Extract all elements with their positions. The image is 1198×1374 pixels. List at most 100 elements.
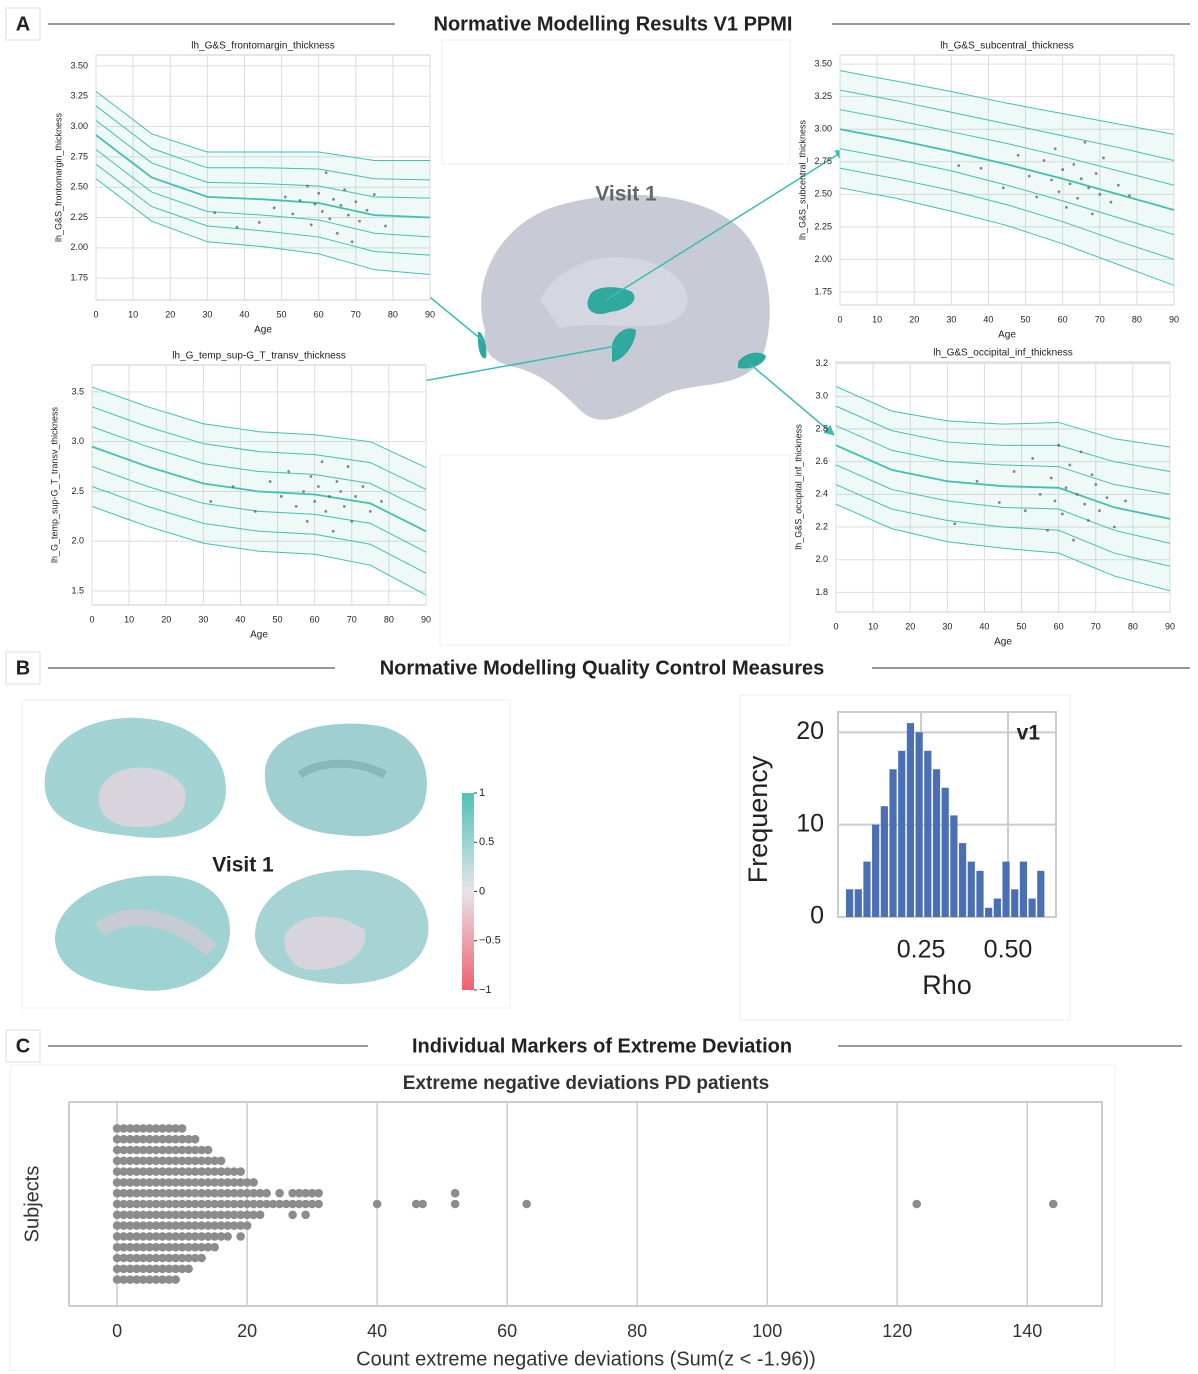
centile-band [836,406,1170,495]
panel-letter: C [16,1035,30,1057]
subject-dot [171,1124,180,1133]
data-point [1112,525,1116,529]
subject-dot [184,1134,193,1144]
subject-dot [203,1210,213,1220]
subject-dot [255,1188,265,1198]
subject-dot [197,1210,206,1220]
subject-dot [249,1178,258,1187]
subject-dot [112,1134,122,1144]
x-axis-label: Rho [922,970,972,1000]
subject-dot [288,1199,297,1209]
brain-core [284,916,366,970]
letter-box [5,7,41,41]
bar [1002,861,1010,917]
highlight-region [587,287,635,315]
subject-dot [132,1167,141,1176]
subject-dot [236,1167,245,1176]
subject-dot [203,1221,213,1230]
subject-dot [119,1134,128,1144]
data-point [335,480,339,483]
centile-line [91,406,427,490]
data-point [1068,182,1072,186]
x-tick-label: 40 [235,614,245,624]
subject-dot [249,1188,258,1198]
data-point [1083,502,1087,506]
subject-dot [184,1210,193,1220]
data-point [1038,492,1042,496]
centile-line [95,149,431,238]
subject-dot [177,1145,187,1155]
subject-dot [190,1199,200,1209]
y-axis-label: lh_G&S_occipital_inf_thickness [793,424,803,550]
subject-dot [177,1264,187,1274]
y-tick-label: 2.00 [814,254,832,264]
subject-dot [132,1178,141,1187]
centile-line [835,444,1171,520]
centile-line [839,167,1175,260]
subject-dot [171,1134,180,1144]
data-point [331,529,335,533]
subject-dot [216,1199,226,1209]
subject-dot [203,1199,213,1209]
centile-line [91,466,427,553]
subject-dot [184,1242,193,1252]
subject-dot [151,1124,161,1133]
data-point [1083,140,1087,144]
data-point [1086,519,1090,522]
centile-line [91,445,427,533]
centile-line [839,187,1175,286]
data-point [1105,496,1109,500]
data-point [309,475,313,478]
data-point [1109,200,1113,204]
subject-dot [112,1156,122,1166]
y-tick-label: 2.50 [70,182,88,192]
bar [924,750,932,917]
subject-dot [138,1253,148,1263]
centile-band [840,90,1174,186]
x-tick-label: 10 [124,614,134,624]
subject-dot [171,1210,180,1220]
subject-dot [229,1167,239,1176]
data-point [339,203,343,207]
subject-dot [119,1242,128,1252]
centile-line [95,163,431,256]
subject-dot [255,1199,265,1209]
x-tick-label: 50 [273,614,283,624]
subject-dot [177,1253,187,1263]
subject-dot [262,1188,271,1198]
x-tick-label: 80 [388,309,398,319]
centile-line [835,425,1171,495]
data-point [957,164,961,168]
subject-dot [275,1199,284,1209]
panel-title: Normative Modelling Results V1 PPMI [434,13,793,35]
subject-dot [158,1178,167,1187]
subject-dot [249,1210,258,1220]
data-point [354,200,358,204]
panel-letter: B [16,657,30,679]
subject-dot [210,1242,219,1252]
subject-dot [112,1232,122,1241]
brain-grid: Visit 1 [21,699,511,1009]
subject-dot [132,1124,141,1133]
data-point [335,231,339,235]
subject-dot [151,1210,161,1220]
subject-dot [158,1275,167,1284]
data-point [306,184,309,188]
data-point [1102,156,1105,160]
x-tick-label: 50 [1017,621,1027,631]
subject-dot [125,1145,135,1155]
subject-dot [119,1145,128,1155]
subject-dot [197,1188,206,1198]
centile-line [835,405,1171,472]
centile-band [840,109,1174,210]
y-tick-label: 2.50 [814,189,832,199]
subject-dot [190,1232,200,1241]
x-tick-label: 100 [752,1321,782,1341]
centile-band [836,445,1170,544]
subject-dot [138,1275,148,1284]
subject-dot [132,1275,141,1284]
subject-dot [158,1199,167,1209]
subject-dot [151,1242,161,1252]
centile-band [92,386,426,490]
